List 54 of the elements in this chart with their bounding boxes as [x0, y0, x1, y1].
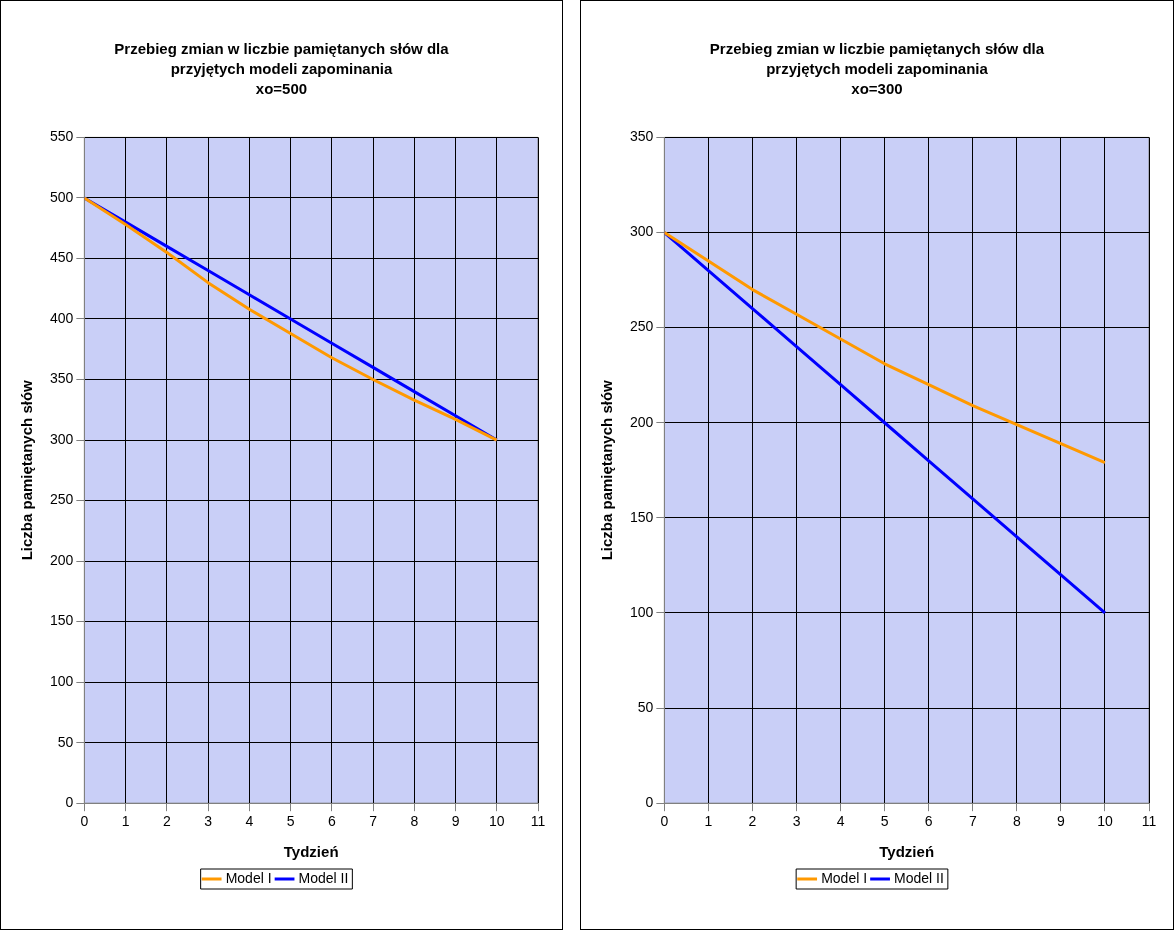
legend-label: Model II: [298, 869, 349, 886]
x-tick-label: 11: [530, 813, 546, 830]
y-tick-label: 0: [65, 794, 74, 811]
x-tick-label: 9: [1056, 813, 1065, 830]
y-tick-label: 150: [50, 612, 74, 629]
x-tick-label: 6: [327, 813, 336, 830]
y-tick-label: 50: [637, 698, 654, 715]
y-tick-label: 250: [630, 318, 654, 335]
y-tick-label: 400: [50, 309, 74, 326]
x-tick-label: 10: [1097, 813, 1113, 830]
y-tick-label: 350: [50, 370, 74, 387]
chart-subtitle: xo=300: [850, 79, 904, 99]
x-tick-label: 8: [1012, 813, 1021, 830]
x-tick-label: 3: [204, 813, 213, 830]
y-tick-label: 300: [630, 223, 654, 240]
y-tick-label: 550: [50, 128, 74, 145]
x-tick-label: 1: [121, 813, 130, 830]
y-axis-title: Liczba pamiętanych słów: [598, 379, 616, 561]
x-tick-label: 0: [660, 813, 669, 830]
x-tick-label: 2: [162, 813, 171, 830]
y-tick-label: 0: [645, 794, 654, 811]
chart-subtitle: xo=500: [254, 79, 309, 99]
x-tick-label: 1: [704, 813, 713, 830]
x-tick-label: 4: [245, 813, 254, 830]
x-tick-label: 5: [286, 813, 295, 830]
x-tick-label: 0: [80, 813, 89, 830]
y-tick-label: 100: [50, 673, 74, 689]
x-tick-label: 2: [748, 813, 757, 830]
y-tick-label: 200: [630, 413, 654, 430]
x-tick-label: 6: [924, 813, 933, 830]
y-tick-label: 450: [50, 249, 74, 266]
y-axis-title: Liczba pamiętanych słów: [18, 379, 36, 561]
x-tick-label: 10: [488, 813, 505, 830]
y-tick-label: 500: [50, 188, 74, 205]
x-tick-label: 7: [968, 813, 977, 830]
y-tick-label: 350: [630, 128, 654, 145]
y-tick-label: 250: [50, 491, 74, 508]
y-tick-label: 300: [50, 430, 74, 447]
x-tick-label: 8: [410, 813, 419, 830]
x-axis-title: Tydzień: [283, 843, 339, 861]
legend-label: Model I: [225, 869, 272, 886]
x-tick-label: 4: [836, 813, 845, 830]
legend-label: Model I: [821, 869, 868, 886]
y-tick-label: 200: [50, 551, 74, 568]
x-tick-label: 9: [451, 813, 460, 830]
y-tick-label: 50: [57, 733, 74, 750]
legend-label: Model II: [894, 869, 944, 886]
y-tick-label: 150: [630, 508, 654, 525]
x-axis-title: Tydzień: [879, 843, 935, 861]
y-tick-label: 100: [630, 603, 654, 620]
x-tick-label: 3: [792, 813, 801, 830]
x-tick-label: 7: [369, 813, 378, 830]
x-tick-label: 5: [880, 813, 889, 830]
x-tick-label: 11: [1141, 813, 1157, 830]
